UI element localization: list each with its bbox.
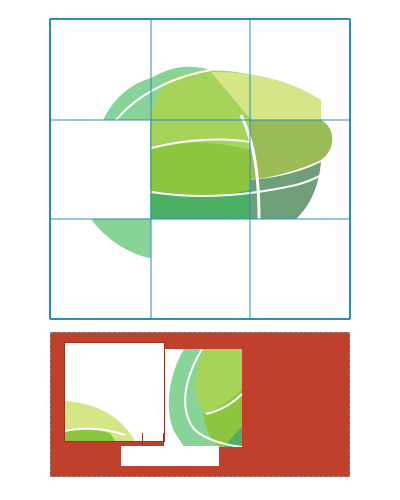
empty-cell[interactable] bbox=[151, 219, 250, 318]
piece-fragment bbox=[91, 219, 151, 258]
piece-tray bbox=[50, 332, 350, 477]
puzzle-board[interactable] bbox=[49, 18, 351, 320]
empty-cell[interactable] bbox=[250, 219, 349, 318]
piece-slot-outline bbox=[142, 433, 164, 447]
puzzle-image bbox=[51, 20, 349, 318]
board-grid bbox=[51, 20, 349, 318]
empty-cell-area bbox=[51, 219, 111, 318]
empty-cell[interactable] bbox=[51, 120, 150, 219]
puzzle-piece[interactable] bbox=[121, 446, 219, 466]
puzzle-piece[interactable] bbox=[164, 349, 242, 447]
puzzle-piece[interactable] bbox=[65, 343, 164, 441]
